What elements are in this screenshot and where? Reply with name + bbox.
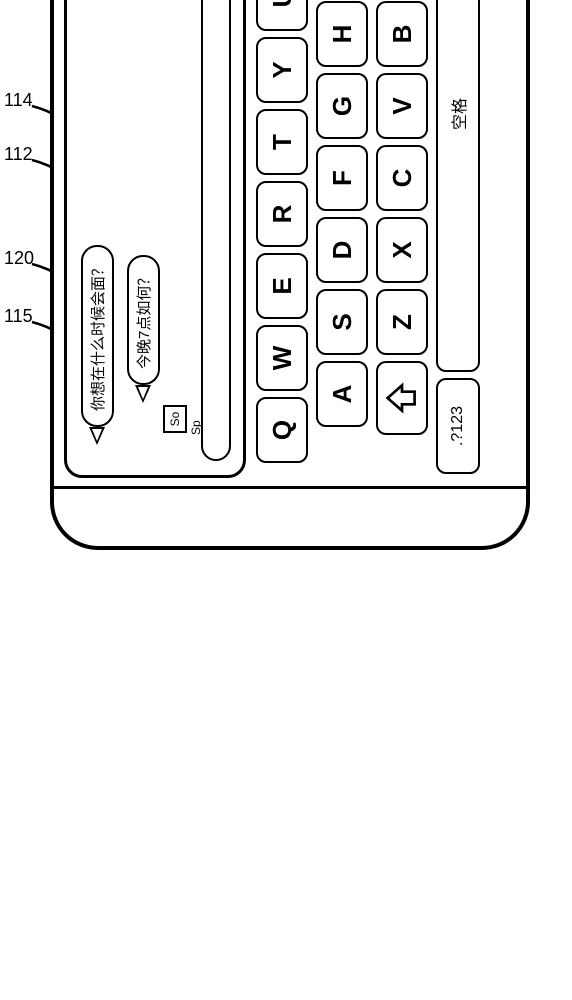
key-row-2: A S D F G H J K L <box>316 0 368 474</box>
phone-device: 你想在什么时候会面？ 今晚7点如何？ So Sp 发送 Q W E <box>50 0 530 550</box>
key-h[interactable]: H <box>316 1 368 67</box>
key-s[interactable]: S <box>316 289 368 355</box>
key-z[interactable]: Z <box>376 289 428 355</box>
message-incoming: 你想在什么时候会面？ <box>81 245 114 427</box>
callout-115: 115 <box>4 306 33 327</box>
phone-body: 你想在什么时候会面？ 今晚7点如何？ So Sp 发送 Q W E <box>50 0 530 550</box>
keyboard: Q W E R T Y U I O P A S D <box>254 0 516 478</box>
callout-114: 114 <box>4 90 33 111</box>
key-row-1: Q W E R T Y U I O P <box>256 0 308 474</box>
key-w[interactable]: W <box>256 325 308 391</box>
key-t[interactable]: T <box>256 109 308 175</box>
compose-row: 发送 <box>199 0 233 461</box>
key-space[interactable]: 空格 <box>436 0 480 372</box>
compose-input[interactable] <box>201 0 231 461</box>
bubble-tail-in <box>89 427 105 445</box>
key-row-3: Z X C V B N M <box>376 0 428 474</box>
message-outgoing: 今晚7点如何？ <box>127 255 160 385</box>
figure-canvas: 111 114 112 120 115 121 你想在什么时候会面？ 今晚7点如… <box>0 0 572 1000</box>
key-a[interactable]: A <box>316 361 368 427</box>
speaker-area <box>54 486 526 546</box>
key-q[interactable]: Q <box>256 397 308 463</box>
key-d[interactable]: D <box>316 217 368 283</box>
screen: 你想在什么时候会面？ 今晚7点如何？ So Sp 发送 Q W E <box>54 0 526 486</box>
chat-panel: 你想在什么时候会面？ 今晚7点如何？ So Sp 发送 <box>64 0 246 478</box>
key-x[interactable]: X <box>376 217 428 283</box>
key-f[interactable]: F <box>316 145 368 211</box>
key-row-4: .?123 空格 返回 <box>436 0 480 474</box>
key-v[interactable]: V <box>376 73 428 139</box>
key-b[interactable]: B <box>376 1 428 67</box>
key-e[interactable]: E <box>256 253 308 319</box>
key-r[interactable]: R <box>256 181 308 247</box>
key-numeric[interactable]: .?123 <box>436 378 480 474</box>
callout-112: 112 <box>4 144 33 165</box>
key-y[interactable]: Y <box>256 37 308 103</box>
bubble-tail-out <box>135 385 151 403</box>
key-g[interactable]: G <box>316 73 368 139</box>
key-c[interactable]: C <box>376 145 428 211</box>
shift-icon <box>384 380 420 416</box>
so-marker: So <box>163 405 187 433</box>
key-u[interactable]: U <box>256 0 308 31</box>
key-shift[interactable] <box>376 361 428 435</box>
